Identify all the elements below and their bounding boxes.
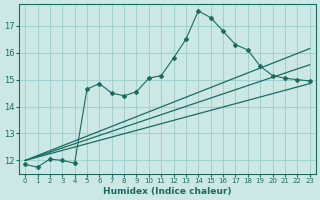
X-axis label: Humidex (Indice chaleur): Humidex (Indice chaleur): [103, 187, 232, 196]
